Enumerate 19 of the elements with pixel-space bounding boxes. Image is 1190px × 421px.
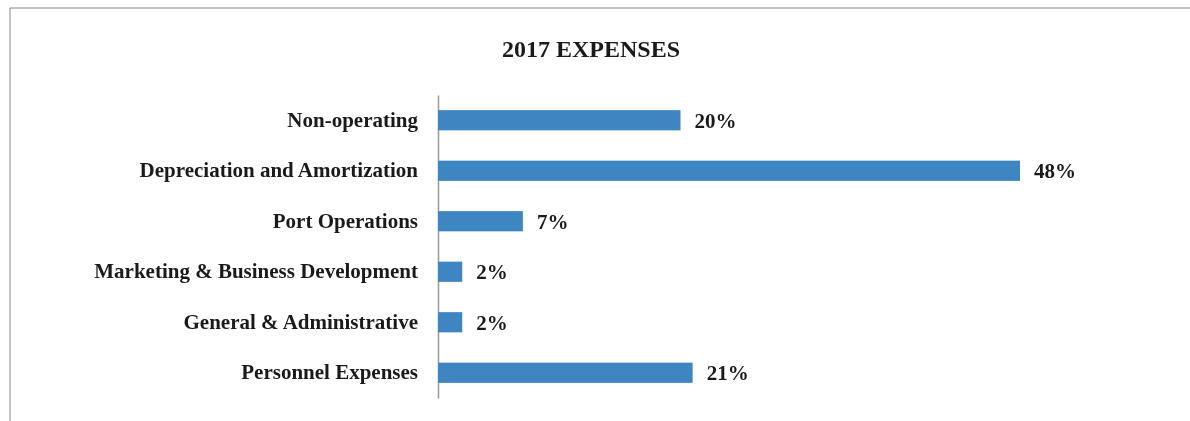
data-label: 21% [706,361,749,386]
data-label: 7% [536,209,569,234]
y-tick-label: Non-operating [287,107,419,132]
data-label: 2% [476,310,508,335]
y-tick-label: Marketing & Business Development [94,259,418,284]
data-label: 2% [476,260,508,285]
bar [438,110,681,131]
chart-title: 2017 EXPENSES [501,36,681,62]
data-label: 20% [694,108,737,133]
bar [438,362,693,383]
y-tick-label: Personnel Expenses [241,360,418,385]
bar [438,211,523,232]
bar [438,261,463,282]
y-tick-label: General & Administrative [183,309,418,334]
bar [438,160,1020,181]
y-tick-label: Port Operations [272,208,418,233]
bar [438,312,463,333]
data-label: 48% [1034,159,1076,184]
y-tick-label: Depreciation and Amortization [139,158,419,183]
